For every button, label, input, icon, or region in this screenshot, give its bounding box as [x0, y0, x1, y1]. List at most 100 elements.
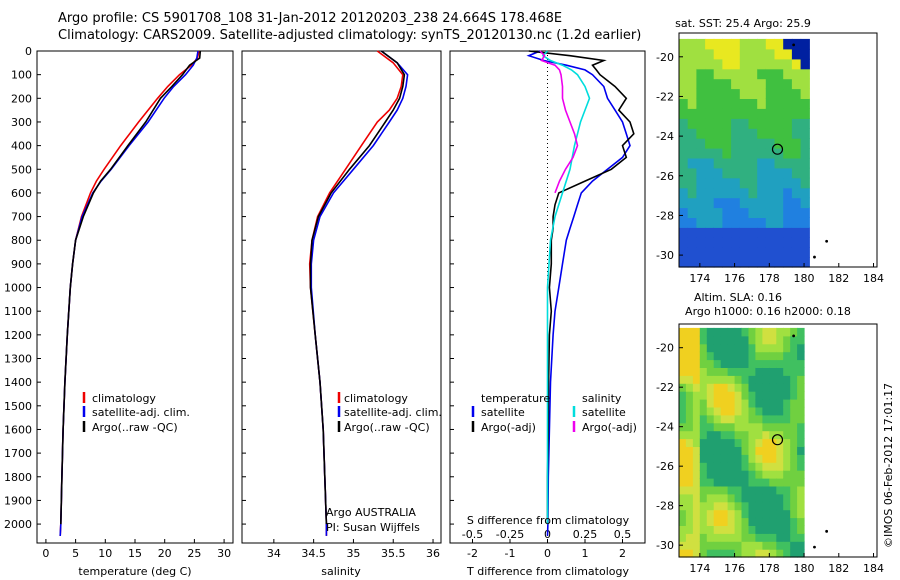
map-cell [757, 167, 767, 179]
map-cell [776, 327, 784, 337]
map-cell [679, 327, 687, 337]
map-cell [762, 367, 770, 376]
map-cell [720, 375, 729, 384]
legend3-salinity-title: salinity [582, 392, 622, 405]
map-cell [790, 493, 798, 503]
map-cell [699, 327, 708, 337]
map-cell [757, 108, 767, 119]
map-cell [790, 414, 798, 424]
map-cell [790, 430, 798, 440]
map-cell [679, 138, 689, 149]
map-cell [791, 118, 802, 129]
map-cell [692, 501, 701, 511]
map-cell [762, 454, 770, 463]
map-cell [797, 335, 805, 345]
map-cell [748, 118, 758, 129]
map-cell [713, 247, 723, 258]
map-cell [741, 485, 749, 495]
map-cell [755, 391, 763, 400]
map-cell [765, 88, 776, 99]
map-cell [713, 541, 722, 550]
map-cell [741, 327, 749, 337]
series-line-argo [309, 50, 406, 525]
map-cell [762, 533, 770, 542]
map-cell [713, 430, 722, 440]
x-tick-label: 184 [863, 272, 884, 285]
map-cell [679, 128, 689, 139]
map-cell [741, 549, 749, 558]
map-cell [774, 257, 784, 268]
map-cell [699, 478, 708, 487]
map-cell [791, 197, 802, 209]
map-cell [739, 247, 750, 258]
map-cell [734, 430, 743, 440]
map-cell [769, 335, 777, 345]
map-cell [679, 351, 687, 361]
map-cell [692, 399, 701, 408]
map-cell [748, 257, 758, 268]
map-cell [755, 533, 763, 542]
map-cell [800, 148, 810, 159]
map-cell [722, 48, 732, 60]
map-cell [791, 78, 802, 90]
map-cell [679, 367, 687, 376]
map-cell [734, 485, 743, 495]
map-cell [776, 454, 784, 463]
map-cell [713, 68, 723, 80]
map-cell [762, 462, 770, 471]
map-cell [748, 128, 758, 139]
map-cell [706, 359, 715, 368]
map-cell [800, 38, 810, 50]
map-cell [705, 138, 715, 149]
map-cell [699, 509, 708, 519]
map-cell [783, 383, 791, 392]
map-cell [748, 157, 758, 169]
map-cell [713, 197, 723, 209]
map-cell [685, 478, 694, 487]
map-cell [685, 391, 694, 400]
map-cell [713, 167, 723, 179]
map-cell [705, 108, 715, 119]
map-cell [769, 327, 777, 337]
map-cell [679, 247, 689, 258]
map-cell [783, 38, 793, 50]
map-cell [748, 525, 756, 534]
map-cell [748, 187, 758, 199]
map-cell [741, 462, 749, 471]
map-cell [720, 493, 729, 503]
map-cell [699, 383, 708, 392]
legend2-argo: Argo(..raw -QC) [344, 421, 430, 434]
map-cell [790, 327, 798, 337]
map-cell [713, 88, 723, 99]
map-cell [797, 383, 805, 392]
map-cell [713, 533, 722, 542]
map-cell [774, 227, 784, 238]
map-cell [774, 108, 784, 119]
map-cell [755, 517, 763, 526]
legend2-satellite-adj: satellite-adj. clim. [344, 406, 442, 419]
map-cell [783, 430, 791, 440]
map-cell [755, 351, 763, 361]
map-cell [791, 108, 802, 119]
map-cell [699, 391, 708, 400]
map-cell [706, 470, 715, 479]
map-cell [790, 533, 798, 542]
map-cell [734, 525, 743, 534]
map-cell [687, 108, 697, 119]
map-cell [774, 38, 784, 50]
map-cell [706, 541, 715, 550]
map-cell [687, 88, 697, 99]
map-cell [783, 237, 793, 248]
x-tick-label: 34.5 [301, 547, 326, 560]
map-cell [769, 501, 777, 511]
map-cell [797, 446, 805, 455]
map-cell [699, 501, 708, 511]
map-field [679, 38, 810, 268]
map-cell [783, 525, 791, 534]
map-cell [748, 414, 756, 424]
map-cell [692, 414, 701, 424]
temperature-panel-frame [36, 50, 234, 544]
map-cell [734, 375, 743, 384]
map-cell [734, 462, 743, 471]
map-cell [722, 118, 732, 129]
